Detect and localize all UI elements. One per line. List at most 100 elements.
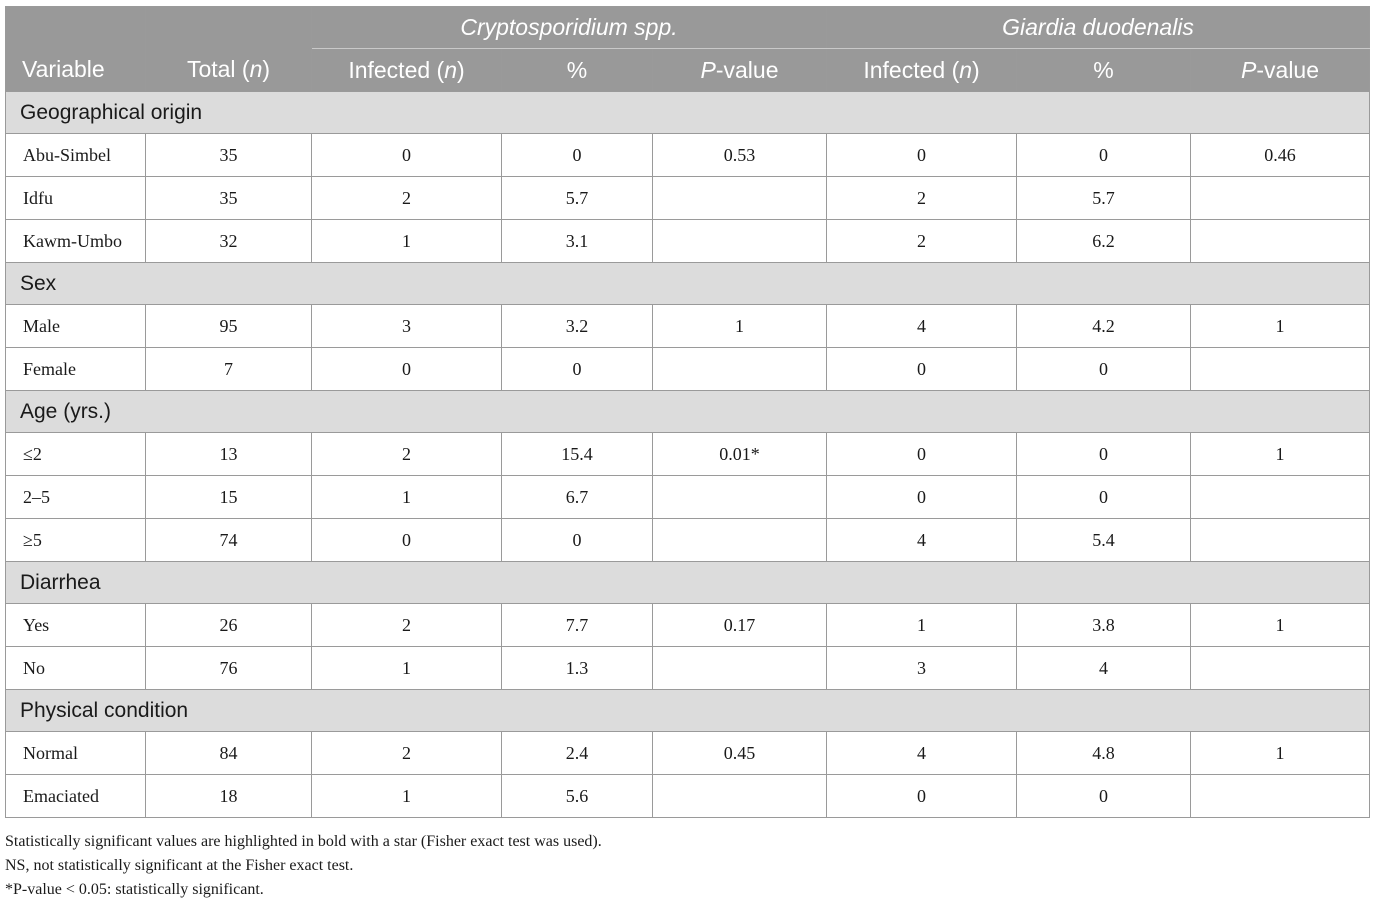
crypto-pvalue-cell	[651, 646, 828, 690]
giardia-percent-cell: 5.7	[1016, 176, 1192, 220]
crypto-pvalue-cell: 0.53	[651, 133, 828, 177]
table-row: Normal 84 2 2.4 0.45 4 4.8 1	[5, 731, 1371, 775]
data-table: Cryptosporidium spp. Giardia duodenalis …	[4, 6, 1371, 818]
giardia-pvalue-cell: 0.46	[1190, 133, 1371, 177]
total-cell: 84	[145, 731, 312, 775]
giardia-infected-cell: 0	[826, 774, 1018, 818]
giardia-pvalue-cell	[1190, 774, 1371, 818]
crypto-pvalue-cell: 1	[651, 304, 828, 348]
crypto-infected-cell: 2	[311, 432, 502, 476]
header-infected-suffix: )	[972, 56, 980, 83]
crypto-percent-cell: 7.7	[501, 603, 653, 647]
giardia-percent-cell: 0	[1016, 133, 1192, 177]
crypto-infected-cell: 2	[311, 603, 502, 647]
row-label: Abu-Simbel	[5, 133, 146, 177]
header-total: Total (n)	[145, 48, 312, 92]
group-suffix: spp.	[627, 14, 678, 40]
crypto-percent-cell: 5.7	[501, 176, 653, 220]
total-cell: 15	[145, 475, 312, 519]
giardia-percent-cell: 4	[1016, 646, 1192, 690]
row-label: Kawm-Umbo	[5, 219, 146, 263]
crypto-pvalue-cell	[651, 518, 828, 562]
giardia-percent-cell: 6.2	[1016, 219, 1192, 263]
crypto-percent-cell: 15.4	[501, 432, 653, 476]
crypto-pvalue-cell	[651, 475, 828, 519]
giardia-pvalue-cell	[1190, 475, 1371, 519]
header-c-pvalue: P-value	[651, 48, 828, 92]
footnote-significance: Statistically significant values are hig…	[5, 833, 602, 850]
giardia-percent-cell: 0	[1016, 774, 1192, 818]
crypto-percent-cell: 2.4	[501, 731, 653, 775]
giardia-pvalue-cell: 1	[1190, 304, 1371, 348]
total-cell: 26	[145, 603, 312, 647]
crypto-pvalue-cell: 0.01*	[651, 432, 828, 476]
header-percent-label: %	[566, 56, 588, 83]
crypto-infected-cell: 0	[311, 133, 502, 177]
total-cell: 35	[145, 133, 312, 177]
total-cell: 76	[145, 646, 312, 690]
giardia-infected-cell: 2	[826, 219, 1018, 263]
giardia-infected-cell: 0	[826, 475, 1018, 519]
section-title: Geographical origin	[4, 91, 1371, 134]
table-row: Yes 26 2 7.7 0.17 1 3.8 1	[5, 603, 1371, 647]
row-label: ≤2	[5, 432, 146, 476]
crypto-percent-cell: 5.6	[501, 774, 653, 818]
header-total-n: n	[249, 56, 263, 83]
giardia-pvalue-cell	[1190, 518, 1371, 562]
giardia-infected-cell: 1	[826, 603, 1018, 647]
header-group-giardia: Giardia duodenalis	[826, 6, 1371, 49]
crypto-infected-cell: 1	[311, 475, 502, 519]
section-title: Diarrhea	[4, 561, 1371, 604]
header-p-suffix: -value	[715, 56, 779, 83]
table-footnotes: Statistically significant values are hig…	[5, 830, 1369, 902]
giardia-percent-cell: 0	[1016, 432, 1192, 476]
section-title: Sex	[4, 262, 1371, 305]
row-label: Female	[5, 347, 146, 391]
crypto-infected-cell: 1	[311, 646, 502, 690]
table-row: Male 95 3 3.2 1 4 4.2 1	[5, 304, 1371, 348]
header-p-suffix: -value	[1256, 56, 1320, 83]
giardia-infected-cell: 0	[826, 347, 1018, 391]
crypto-percent-cell: 0	[501, 133, 653, 177]
giardia-infected-cell: 2	[826, 176, 1018, 220]
table-row: Female 7 0 0 0 0	[5, 347, 1371, 391]
crypto-infected-cell: 0	[311, 518, 502, 562]
row-label: Emaciated	[5, 774, 146, 818]
crypto-infected-cell: 0	[311, 347, 502, 391]
total-cell: 74	[145, 518, 312, 562]
row-label: Yes	[5, 603, 146, 647]
total-cell: 32	[145, 219, 312, 263]
table-row: Emaciated 18 1 5.6 0 0	[5, 774, 1371, 818]
giardia-pvalue-cell	[1190, 176, 1371, 220]
total-cell: 18	[145, 774, 312, 818]
header-total-prefix: Total (	[186, 56, 250, 83]
header-c-percent: %	[501, 48, 653, 92]
table-header: Cryptosporidium spp. Giardia duodenalis …	[5, 6, 1371, 92]
section-row: Diarrhea	[4, 561, 1371, 604]
table-row: 2–5 15 1 6.7 0 0	[5, 475, 1371, 519]
row-label: Idfu	[5, 176, 146, 220]
giardia-infected-cell: 0	[826, 432, 1018, 476]
header-infected-prefix: Infected (	[863, 56, 960, 83]
row-label: ≥5	[5, 518, 146, 562]
row-label: No	[5, 646, 146, 690]
crypto-percent-cell: 1.3	[501, 646, 653, 690]
giardia-pvalue-cell: 1	[1190, 603, 1371, 647]
giardia-percent-cell: 4.8	[1016, 731, 1192, 775]
section-row: Sex	[4, 262, 1371, 305]
giardia-infected-cell: 0	[826, 133, 1018, 177]
header-infected-prefix: Infected (	[348, 56, 445, 83]
crypto-pvalue-cell	[651, 774, 828, 818]
crypto-pvalue-cell: 0.45	[651, 731, 828, 775]
giardia-infected-cell: 3	[826, 646, 1018, 690]
header-c-infected: Infected (n)	[311, 48, 502, 92]
header-variable-label: Variable	[22, 56, 105, 83]
table-row: Abu-Simbel 35 0 0 0.53 0 0 0.46	[5, 133, 1371, 177]
giardia-pvalue-cell	[1190, 219, 1371, 263]
section-row: Geographical origin	[4, 91, 1371, 134]
table-row: ≤2 13 2 15.4 0.01* 0 0 1	[5, 432, 1371, 476]
header-variable-blank	[5, 6, 146, 49]
crypto-infected-cell: 2	[311, 176, 502, 220]
table-row: No 76 1 1.3 3 4	[5, 646, 1371, 690]
table-row: Kawm-Umbo 32 1 3.1 2 6.2	[5, 219, 1371, 263]
